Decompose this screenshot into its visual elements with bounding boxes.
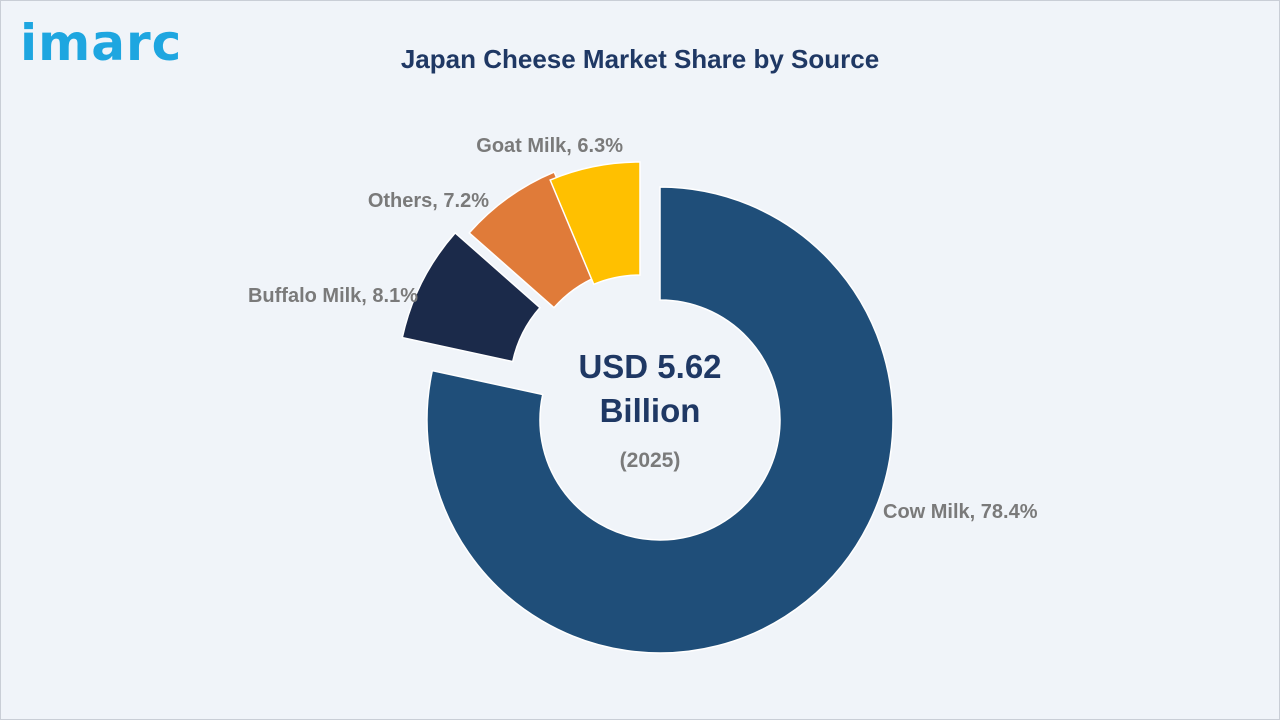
donut-slices xyxy=(401,161,894,654)
slice-labels: Cow Milk, 78.4% Buffalo Milk, 8.1% Others,… xyxy=(248,135,1038,523)
chart-title: Japan Cheese Market Share by Source xyxy=(400,44,880,74)
label-others: Others, 7.2% xyxy=(368,190,489,212)
label-cow-milk: Cow Milk, 78.4% xyxy=(883,501,1038,523)
center-value-line2: Billion xyxy=(600,392,701,429)
center-value-line1: USD 5.62 xyxy=(578,348,721,385)
center-year: (2025) xyxy=(620,449,681,472)
label-buffalo-milk: Buffalo Milk, 8.1% xyxy=(248,285,418,307)
slice-cow-milk xyxy=(426,186,894,654)
imarc-logo: imarc xyxy=(20,14,183,72)
slice-goat-milk xyxy=(549,161,641,286)
label-goat-milk: Goat Milk, 6.3% xyxy=(476,135,623,157)
slice-buffalo-milk xyxy=(401,231,542,363)
